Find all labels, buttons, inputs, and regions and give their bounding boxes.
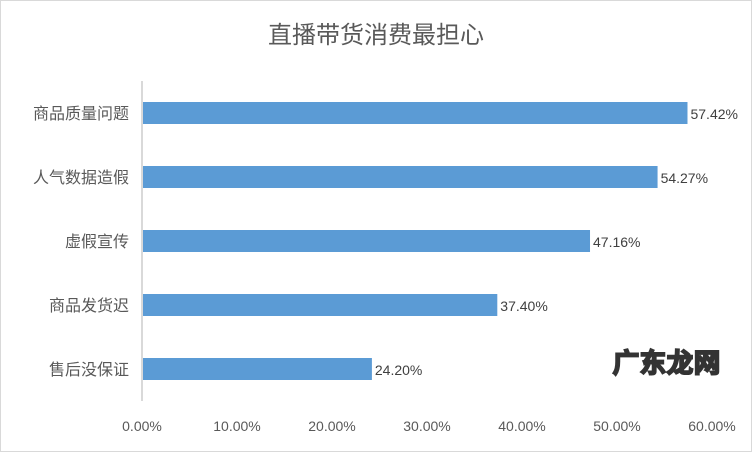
data-label: 54.27% [661, 170, 708, 186]
x-tick-label: 30.00% [403, 418, 450, 434]
bar [142, 230, 591, 252]
chart-title: 直播带货消费最担心 [268, 21, 484, 49]
watermark-logo: 广东龙网 [612, 348, 722, 380]
category-label: 虚假宣传 [65, 232, 129, 251]
bar [142, 294, 498, 316]
category-label: 商品发货迟 [49, 296, 129, 315]
bar [142, 166, 658, 188]
x-tick-label: 50.00% [593, 418, 640, 434]
data-label: 47.16% [593, 234, 640, 250]
x-tick-label: 40.00% [498, 418, 545, 434]
bar [142, 358, 372, 380]
category-label: 售后没保证 [49, 360, 129, 379]
data-label: 24.20% [375, 362, 422, 378]
category-label: 商品质量问题 [33, 104, 129, 123]
x-tick-label: 10.00% [213, 418, 260, 434]
x-tick-label: 0.00% [122, 418, 162, 434]
x-tick-label: 60.00% [688, 418, 735, 434]
bar [142, 102, 688, 124]
category-label: 人气数据造假 [33, 168, 129, 187]
x-tick-label: 20.00% [308, 418, 355, 434]
data-label: 57.42% [690, 106, 737, 122]
data-label: 37.40% [500, 298, 547, 314]
